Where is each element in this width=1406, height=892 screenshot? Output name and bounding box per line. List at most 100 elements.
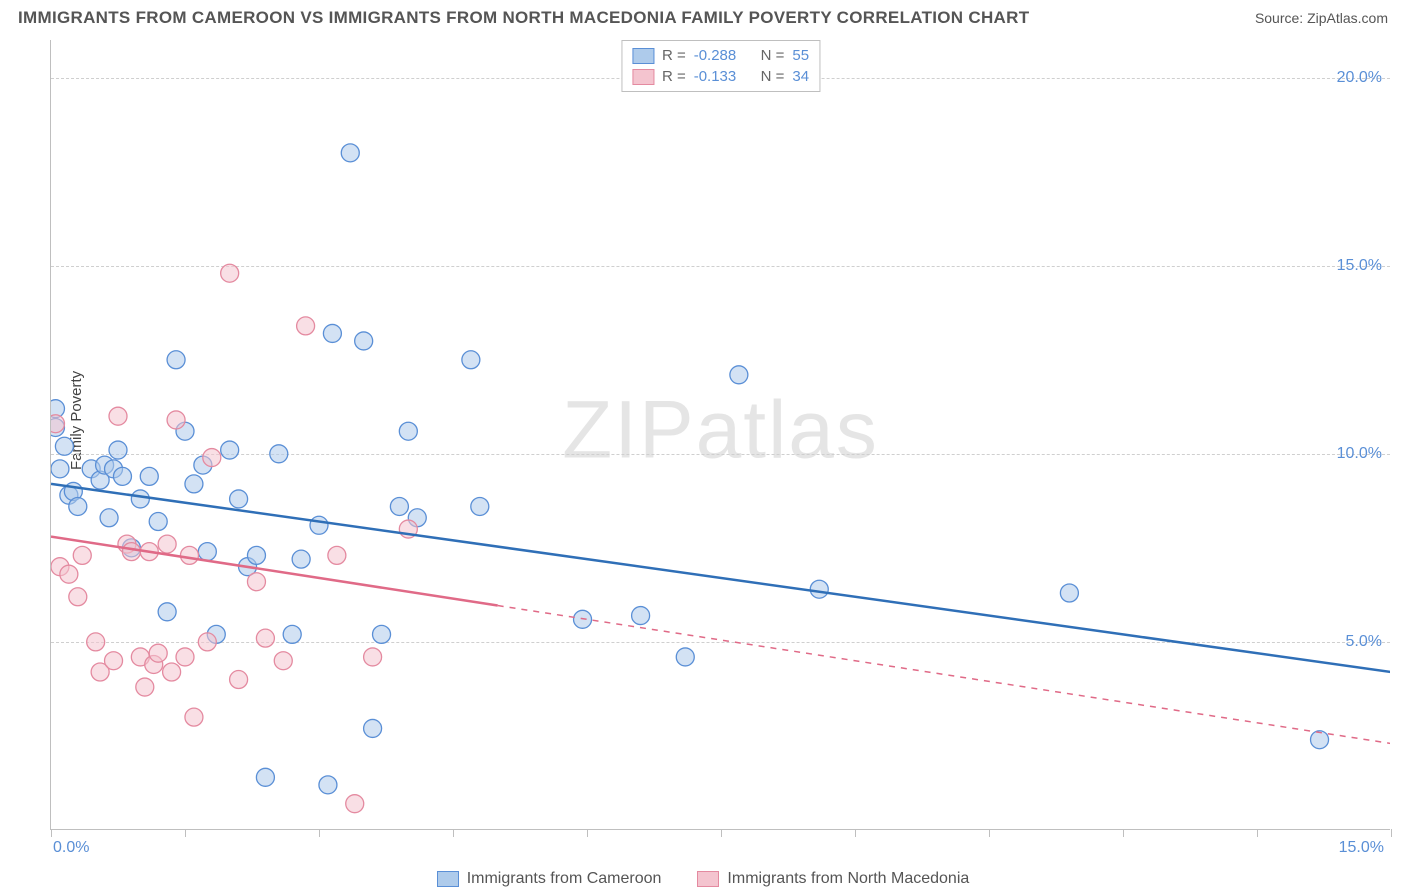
x-tick-label: 0.0%: [53, 839, 89, 857]
legend-row-cameroon: R = -0.288 N = 55: [632, 45, 809, 66]
legend-row-macedonia: R = -0.133 N = 34: [632, 66, 809, 87]
legend-n-label: N =: [761, 68, 785, 85]
data-point: [810, 580, 828, 598]
data-point: [163, 663, 181, 681]
chart-title: IMMIGRANTS FROM CAMEROON VS IMMIGRANTS F…: [18, 8, 1029, 28]
data-point: [60, 565, 78, 583]
legend-n-value-macedonia: 34: [792, 68, 809, 85]
data-point: [176, 648, 194, 666]
x-tick-label: 15.0%: [1339, 839, 1384, 857]
data-point: [185, 708, 203, 726]
x-tick: [319, 829, 320, 837]
legend-n-value-cameroon: 55: [792, 47, 809, 64]
legend-item-cameroon: Immigrants from Cameroon: [437, 870, 662, 888]
legend-series: Immigrants from Cameroon Immigrants from…: [0, 870, 1406, 888]
x-tick: [1123, 829, 1124, 837]
data-point: [390, 497, 408, 515]
data-point: [158, 535, 176, 553]
data-point: [373, 625, 391, 643]
data-point: [158, 603, 176, 621]
data-point: [51, 415, 64, 433]
data-point: [69, 497, 87, 515]
source-prefix: Source:: [1255, 10, 1307, 26]
data-point: [319, 776, 337, 794]
data-point: [185, 475, 203, 493]
data-point: [136, 678, 154, 696]
data-point: [105, 652, 123, 670]
x-tick: [185, 829, 186, 837]
x-tick: [51, 829, 52, 837]
data-point: [198, 633, 216, 651]
source-name: ZipAtlas.com: [1307, 10, 1388, 26]
data-point: [364, 719, 382, 737]
legend-item-macedonia: Immigrants from North Macedonia: [697, 870, 969, 888]
data-point: [203, 449, 221, 467]
legend-swatch-cameroon: [437, 871, 459, 887]
data-point: [364, 648, 382, 666]
data-point: [87, 633, 105, 651]
trend-line: [51, 537, 498, 606]
data-point: [109, 407, 127, 425]
data-point: [730, 366, 748, 384]
x-tick: [453, 829, 454, 837]
data-point: [113, 467, 131, 485]
data-point: [323, 324, 341, 342]
source-label: Source: ZipAtlas.com: [1255, 10, 1388, 26]
data-point: [274, 652, 292, 670]
legend-label-macedonia: Immigrants from North Macedonia: [727, 870, 969, 888]
data-point: [310, 516, 328, 534]
legend-label-cameroon: Immigrants from Cameroon: [467, 870, 662, 888]
data-point: [100, 509, 118, 527]
legend-swatch-macedonia: [697, 871, 719, 887]
data-point: [297, 317, 315, 335]
data-point: [256, 629, 274, 647]
data-point: [471, 497, 489, 515]
data-point: [256, 768, 274, 786]
data-point: [221, 264, 239, 282]
data-point: [230, 490, 248, 508]
data-point: [676, 648, 694, 666]
trend-line-extrapolated: [498, 606, 1390, 744]
data-point: [341, 144, 359, 162]
legend-swatch-macedonia: [632, 69, 654, 85]
data-point: [131, 490, 149, 508]
legend-correlation: R = -0.288 N = 55 R = -0.133 N = 34: [621, 40, 820, 92]
data-point: [292, 550, 310, 568]
data-point: [73, 546, 91, 564]
data-point: [1060, 584, 1078, 602]
x-tick: [1391, 829, 1392, 837]
data-point: [462, 351, 480, 369]
data-point: [167, 351, 185, 369]
data-point: [283, 625, 301, 643]
data-point: [328, 546, 346, 564]
data-point: [355, 332, 373, 350]
x-tick: [587, 829, 588, 837]
legend-r-label: R =: [662, 47, 686, 64]
data-point: [149, 513, 167, 531]
data-point: [122, 543, 140, 561]
data-point: [140, 467, 158, 485]
legend-n-label: N =: [761, 47, 785, 64]
legend-r-value-macedonia: -0.133: [694, 68, 737, 85]
chart-svg: [51, 40, 1390, 829]
data-point: [247, 546, 265, 564]
x-tick: [855, 829, 856, 837]
data-point: [167, 411, 185, 429]
x-tick: [989, 829, 990, 837]
legend-swatch-cameroon: [632, 48, 654, 64]
data-point: [198, 543, 216, 561]
x-tick: [721, 829, 722, 837]
data-point: [230, 671, 248, 689]
data-point: [69, 588, 87, 606]
data-point: [149, 644, 167, 662]
data-point: [1311, 731, 1329, 749]
data-point: [51, 460, 69, 478]
plot-area: ZIPatlas R = -0.288 N = 55 R = -0.133 N …: [50, 40, 1390, 830]
legend-r-value-cameroon: -0.288: [694, 47, 737, 64]
data-point: [109, 441, 127, 459]
data-point: [180, 546, 198, 564]
data-point: [399, 422, 417, 440]
data-point: [632, 607, 650, 625]
title-bar: IMMIGRANTS FROM CAMEROON VS IMMIGRANTS F…: [0, 0, 1406, 34]
data-point: [55, 437, 73, 455]
